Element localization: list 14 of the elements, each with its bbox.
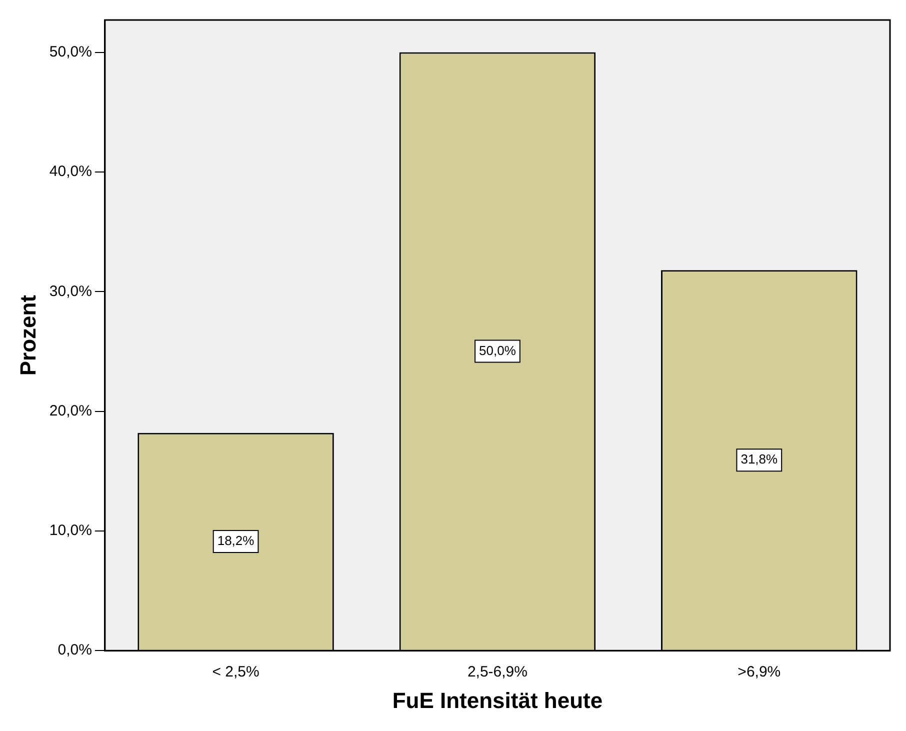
data-label: 50,0% — [479, 342, 516, 358]
x-tick-label: >6,9% — [738, 664, 781, 681]
data-label: 18,2% — [217, 533, 255, 548]
x-tick-label: 2,5-6,9% — [467, 664, 528, 681]
y-tick-label: 10,0% — [49, 522, 92, 540]
x-axis-title: FuE Intensität heute — [392, 688, 603, 713]
y-tick-label: 0,0% — [58, 642, 92, 659]
y-tick-label: 20,0% — [49, 402, 92, 420]
y-tick-label: 30,0% — [49, 282, 92, 300]
y-tick-label: 40,0% — [49, 163, 92, 180]
x-tick-label: < 2,5% — [212, 664, 260, 681]
data-label: 31,8% — [740, 452, 778, 467]
y-axis-title: Prozent — [15, 294, 40, 376]
y-tick-label: 50,0% — [49, 43, 92, 60]
